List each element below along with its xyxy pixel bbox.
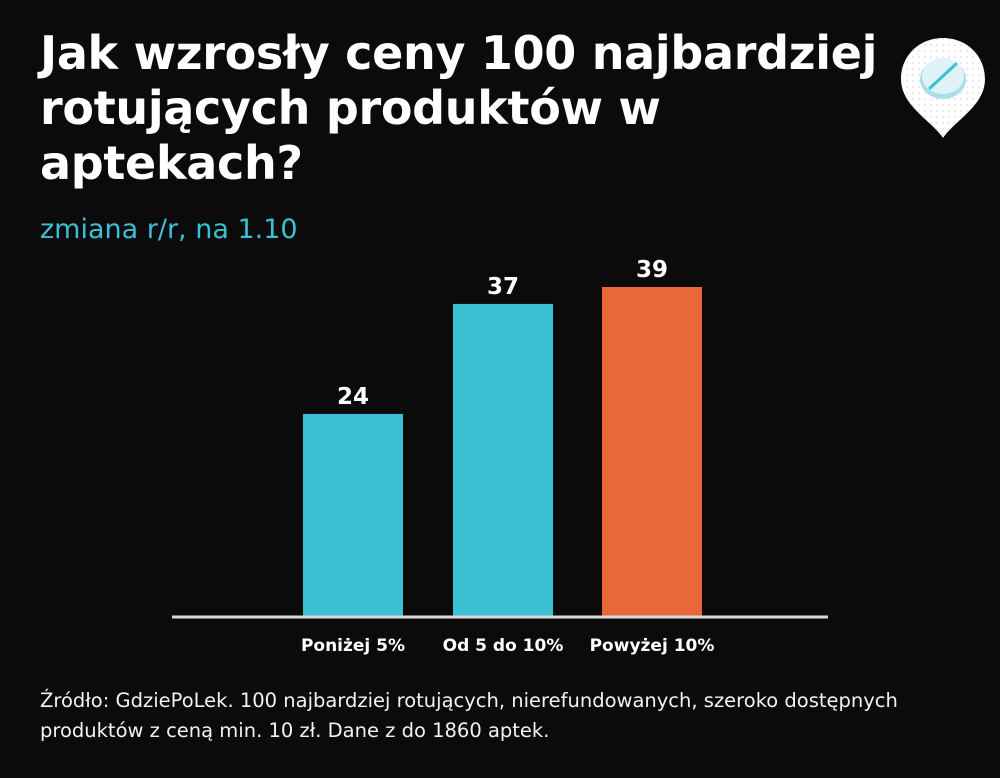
source-note: Źródło: GdziePoLek. 100 najbardziej rotu… xyxy=(40,689,898,742)
category-label-3: Powyżej 10% xyxy=(590,636,715,656)
bar-3 xyxy=(602,287,702,617)
bar-chart: 24 Poniżej 5% 37 Od 5 do 10% 39 Powyżej 10% xyxy=(172,257,828,656)
chart-title: Jak wzrosły ceny 100 najbardziej rotując… xyxy=(40,26,878,190)
category-label-2: Od 5 do 10% xyxy=(443,636,564,656)
bar-value-label-2: 37 xyxy=(487,274,519,300)
bar-value-label-1: 24 xyxy=(337,384,369,410)
bar-1 xyxy=(303,413,403,617)
bar-value-label-3: 39 xyxy=(636,257,668,283)
category-label-1: Poniżej 5% xyxy=(301,636,405,656)
bar-2 xyxy=(453,303,553,617)
pill-pin-icon xyxy=(901,38,985,138)
chart-subtitle: zmiana r/r, na 1.10 xyxy=(40,214,298,245)
